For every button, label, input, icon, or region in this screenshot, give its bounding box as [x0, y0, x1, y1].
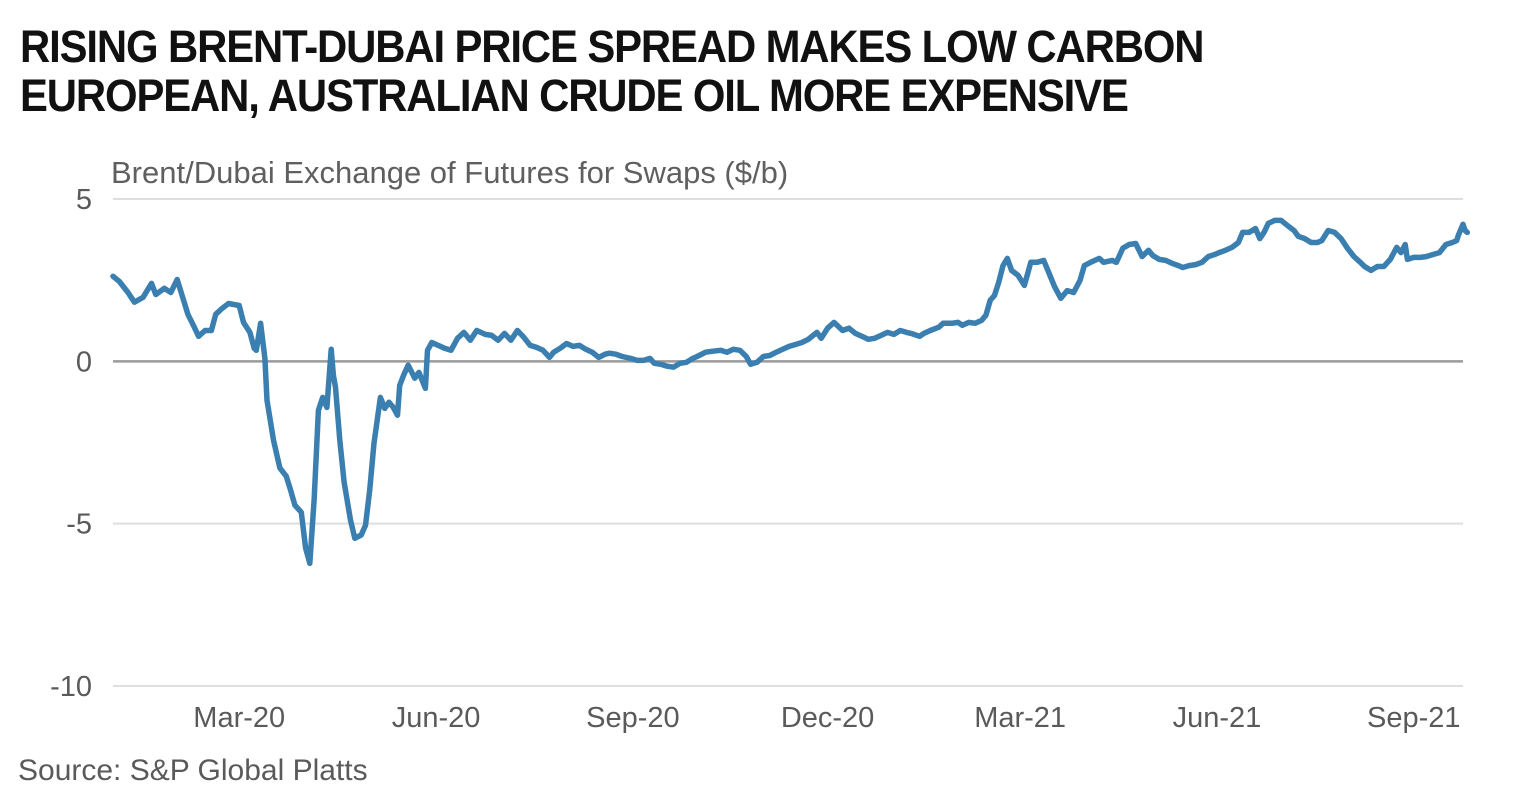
x-tick-label: Dec-20: [781, 702, 875, 734]
chart-title-line-2: EUROPEAN, AUSTRALIAN CRUDE OIL MORE EXPE…: [20, 70, 1129, 121]
x-tick-label: Mar-21: [974, 702, 1066, 734]
x-tick-label: Sep-20: [586, 702, 680, 734]
x-tick-label: Mar-20: [193, 702, 285, 734]
y-tick-label: -10: [50, 671, 92, 703]
chart-subtitle: Brent/Dubai Exchange of Futures for Swap…: [111, 155, 788, 190]
series-line: [110, 217, 1471, 567]
chart-title: RISING BRENT-DUBAI PRICE SPREAD MAKES LO…: [20, 22, 1396, 120]
y-tick-label: 5: [76, 184, 92, 216]
y-axis-tick-labels: 5 0 -5 -10: [50, 184, 92, 703]
x-tick-label: Jun-21: [1173, 702, 1262, 734]
x-tick-label: Sep-21: [1367, 702, 1461, 734]
y-tick-label: -5: [66, 509, 92, 541]
series-group: [110, 217, 1471, 567]
gridlines: [113, 198, 1463, 687]
x-tick-label: Jun-20: [392, 702, 481, 734]
source-note: Source: S&P Global Platts: [18, 754, 368, 787]
chart-title-line-1: RISING BRENT-DUBAI PRICE SPREAD MAKES LO…: [20, 21, 1204, 72]
x-axis-tick-labels: Mar-20 Jun-20 Sep-20 Dec-20 Mar-21 Jun-21 Sep-…: [193, 702, 1460, 734]
y-tick-label: 0: [76, 346, 92, 378]
